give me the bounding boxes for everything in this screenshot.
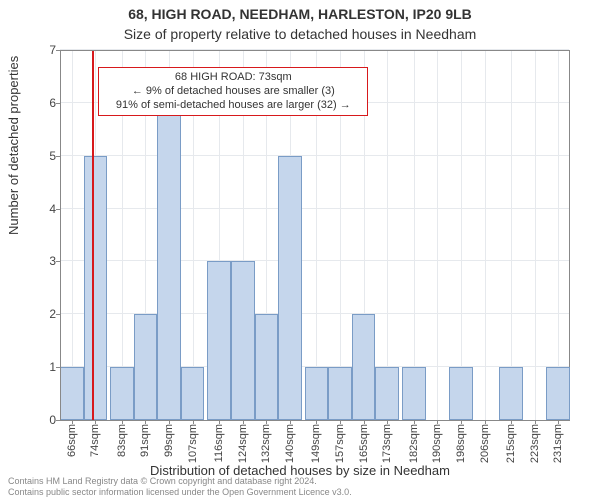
x-axis-line xyxy=(60,420,570,421)
gridline-h xyxy=(60,49,569,50)
gridline-h xyxy=(60,155,569,156)
histogram-bar xyxy=(278,156,302,420)
x-tick-label: 165sqm xyxy=(358,424,370,463)
gridline-h xyxy=(60,260,569,261)
x-tick-label: 91sqm xyxy=(139,424,151,457)
x-tick-label: 206sqm xyxy=(479,424,491,463)
chart-subtitle: Size of property relative to detached ho… xyxy=(0,26,600,42)
footer-line-1: Contains HM Land Registry data © Crown c… xyxy=(8,476,352,487)
x-tick-label: 157sqm xyxy=(334,424,346,463)
y-axis-line xyxy=(60,50,61,420)
x-tick-label: 215sqm xyxy=(505,424,517,463)
y-tick-label: 1 xyxy=(40,360,56,374)
x-tick-label: 190sqm xyxy=(431,424,443,463)
histogram-bar xyxy=(499,367,523,420)
histogram-bar xyxy=(231,261,255,420)
y-tick-label: 4 xyxy=(40,202,56,216)
x-tick-label: 74sqm xyxy=(89,424,101,457)
annotation-line3: 91% of semi-detached houses are larger (… xyxy=(105,98,361,112)
histogram-bar xyxy=(207,261,231,420)
histogram-bar xyxy=(352,314,376,420)
y-tick-mark xyxy=(56,367,60,368)
y-tick-mark xyxy=(56,50,60,51)
x-tick-label: 116sqm xyxy=(213,424,225,462)
histogram-bar xyxy=(181,367,205,420)
histogram-bar xyxy=(134,314,158,420)
histogram-bar xyxy=(546,367,570,420)
y-tick-mark xyxy=(56,314,60,315)
gridline-v xyxy=(511,51,512,420)
histogram-bar xyxy=(110,367,134,420)
histogram-bar xyxy=(449,367,473,420)
x-tick-label: 66sqm xyxy=(66,424,78,457)
footer-line-2: Contains public sector information licen… xyxy=(8,487,352,498)
annotation-box: 68 HIGH ROAD: 73sqm← 9% of detached hous… xyxy=(98,67,368,116)
plot-inner: 68 HIGH ROAD: 73sqm← 9% of detached hous… xyxy=(60,51,569,420)
x-tick-label: 173sqm xyxy=(381,424,393,463)
y-tick-label: 6 xyxy=(40,96,56,110)
y-tick-label: 0 xyxy=(40,413,56,427)
gridline-v xyxy=(414,51,415,420)
histogram-bar xyxy=(84,156,108,420)
x-tick-label: 107sqm xyxy=(187,424,199,463)
y-tick-label: 5 xyxy=(40,149,56,163)
y-tick-mark xyxy=(56,420,60,421)
histogram-bar xyxy=(328,367,352,420)
x-tick-label: 223sqm xyxy=(529,424,541,463)
x-tick-label: 132sqm xyxy=(260,424,272,463)
x-tick-label: 99sqm xyxy=(163,424,175,457)
y-axis-label: Number of detached properties xyxy=(6,56,21,235)
x-tick-label: 83sqm xyxy=(116,424,128,457)
x-tick-label: 198sqm xyxy=(455,424,467,463)
chart-container: 68, HIGH ROAD, NEEDHAM, HARLESTON, IP20 … xyxy=(0,0,600,500)
y-tick-label: 3 xyxy=(40,254,56,268)
gridline-v xyxy=(72,51,73,420)
x-tick-label: 149sqm xyxy=(310,424,322,463)
gridline-v xyxy=(437,51,438,420)
gridline-v xyxy=(485,51,486,420)
annotation-line1: 68 HIGH ROAD: 73sqm xyxy=(105,70,361,84)
gridline-v xyxy=(387,51,388,420)
gridline-v xyxy=(461,51,462,420)
annotation-line2: ← 9% of detached houses are smaller (3) xyxy=(105,84,361,98)
y-tick-mark xyxy=(56,209,60,210)
chart-title-address: 68, HIGH ROAD, NEEDHAM, HARLESTON, IP20 … xyxy=(0,6,600,22)
subject-marker-line xyxy=(92,51,94,420)
histogram-bar xyxy=(60,367,84,420)
x-tick-label: 182sqm xyxy=(408,424,420,463)
x-tick-label: 124sqm xyxy=(237,424,249,463)
y-tick-mark xyxy=(56,103,60,104)
gridline-h xyxy=(60,208,569,209)
y-tick-mark xyxy=(56,261,60,262)
x-tick-label: 231sqm xyxy=(552,424,564,463)
histogram-bar xyxy=(375,367,399,420)
histogram-bar xyxy=(305,367,329,420)
y-tick-mark xyxy=(56,156,60,157)
histogram-bar xyxy=(402,367,426,420)
plot-area: 68 HIGH ROAD: 73sqm← 9% of detached hous… xyxy=(60,50,570,420)
gridline-v xyxy=(558,51,559,420)
histogram-bar xyxy=(255,314,279,420)
y-tick-label: 7 xyxy=(40,43,56,57)
gridline-v xyxy=(535,51,536,420)
x-tick-label: 140sqm xyxy=(284,424,296,463)
footer-attribution: Contains HM Land Registry data © Crown c… xyxy=(8,476,352,498)
y-tick-label: 2 xyxy=(40,307,56,321)
histogram-bar xyxy=(157,103,181,420)
